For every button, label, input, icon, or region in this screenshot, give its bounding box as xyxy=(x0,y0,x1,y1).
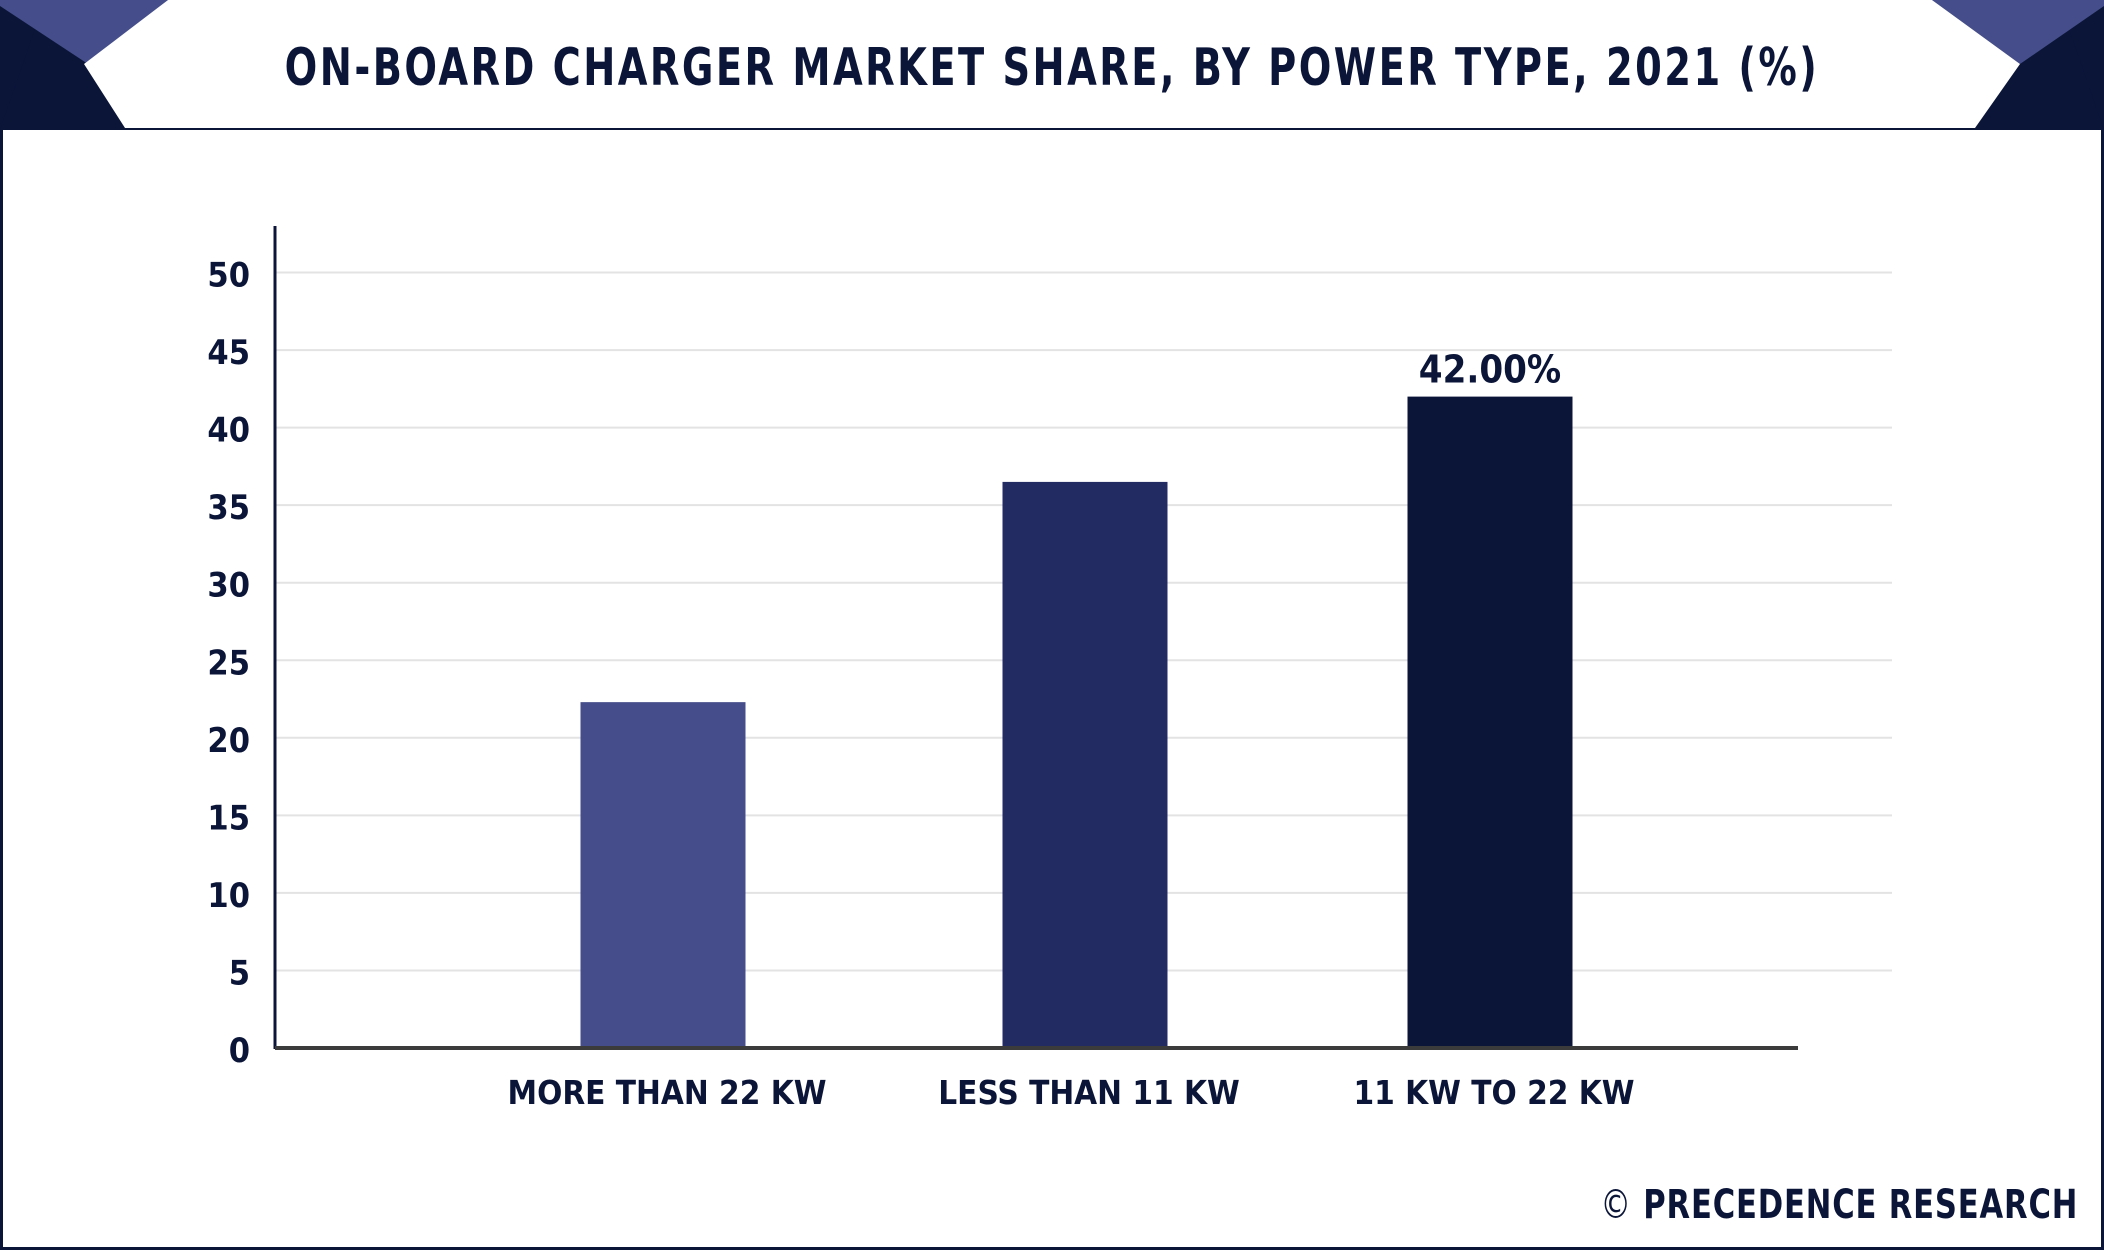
bar-1 xyxy=(580,702,746,1048)
y-tick-label: 25 xyxy=(207,643,250,683)
copyright-icon: © xyxy=(1600,1182,1632,1228)
corner-accent-right xyxy=(1932,0,2104,64)
header-band xyxy=(0,0,2104,130)
bar-2 xyxy=(1002,481,1168,1049)
x-tick-label: MORE THAN 22 KW xyxy=(508,1073,827,1112)
x-tick-label: LESS THAN 11 KW xyxy=(938,1073,1239,1112)
x-axis-ticks: MORE THAN 22 KW LESS THAN 11 KW 11 KW TO 2… xyxy=(508,1073,1635,1112)
bar-3 xyxy=(1407,396,1573,1048)
header-white-panel xyxy=(84,0,2020,128)
watermark-text: PRECEDENCE RESEARCH xyxy=(1643,1182,2078,1228)
y-tick-label: 20 xyxy=(207,721,250,761)
y-tick-label: 0 xyxy=(229,1031,250,1071)
y-tick-label: 50 xyxy=(207,256,250,296)
y-tick-label: 40 xyxy=(207,411,250,451)
y-tick-label: 15 xyxy=(207,798,250,838)
y-tick-label: 35 xyxy=(207,488,250,528)
watermark: © PRECEDENCE RESEARCH xyxy=(1600,1182,2078,1228)
y-tick-label: 5 xyxy=(229,953,250,993)
y-axis-ticks: 0 5 10 15 20 25 30 35 40 45 50 xyxy=(207,256,250,1071)
x-tick-label: 11 KW TO 22 KW xyxy=(1354,1073,1635,1112)
data-labels: 42.00% xyxy=(1419,348,1561,392)
y-tick-label: 30 xyxy=(207,566,250,606)
chart-title: ON-BOARD CHARGER MARKET SHARE, BY POWER … xyxy=(284,38,1820,98)
y-tick-label: 10 xyxy=(207,876,250,916)
y-tick-label: 45 xyxy=(207,333,250,373)
bars xyxy=(580,396,1573,1049)
corner-accent-left xyxy=(0,0,168,64)
data-label: 42.00% xyxy=(1419,348,1561,392)
